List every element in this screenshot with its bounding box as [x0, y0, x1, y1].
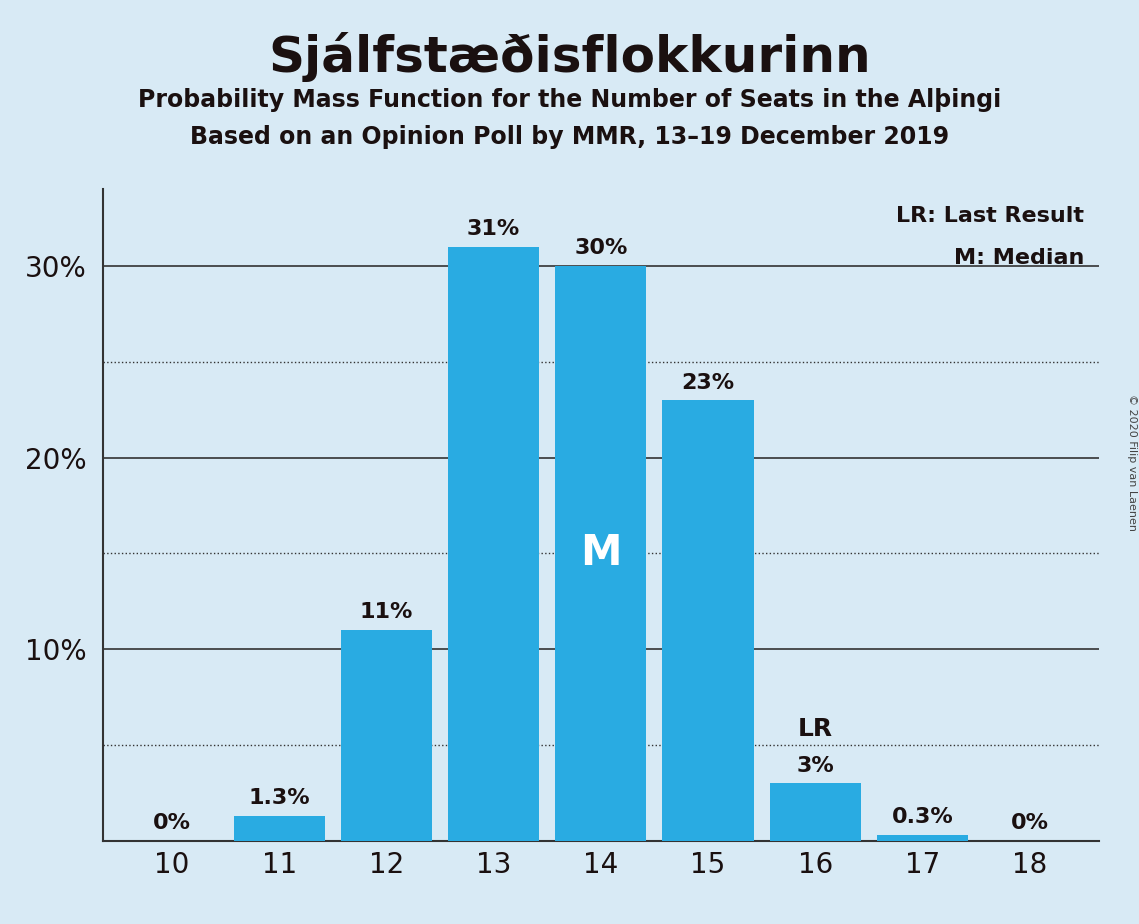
Text: LR: Last Result: LR: Last Result	[896, 206, 1084, 225]
Text: Probability Mass Function for the Number of Seats in the Alþingi: Probability Mass Function for the Number…	[138, 88, 1001, 112]
Text: M: M	[580, 532, 622, 575]
Bar	[341, 630, 432, 841]
Text: LR: LR	[797, 717, 833, 741]
Text: Sjálfstæðisflokkurinn: Sjálfstæðisflokkurinn	[268, 32, 871, 82]
Bar	[770, 784, 861, 841]
Text: Based on an Opinion Poll by MMR, 13–19 December 2019: Based on an Opinion Poll by MMR, 13–19 D…	[190, 125, 949, 149]
Bar	[663, 400, 754, 841]
Text: 1.3%: 1.3%	[248, 788, 310, 808]
Text: 30%: 30%	[574, 238, 628, 259]
Text: 23%: 23%	[681, 372, 735, 393]
Text: 0%: 0%	[153, 813, 191, 833]
Text: 31%: 31%	[467, 219, 521, 239]
Text: 0%: 0%	[1010, 813, 1049, 833]
Bar	[233, 816, 325, 841]
Text: 3%: 3%	[796, 756, 834, 776]
Bar	[877, 835, 968, 841]
Text: M: Median: M: Median	[953, 248, 1084, 268]
Bar	[448, 247, 539, 841]
Text: 0.3%: 0.3%	[892, 808, 953, 827]
Text: © 2020 Filip van Laenen: © 2020 Filip van Laenen	[1126, 394, 1137, 530]
Bar	[556, 266, 646, 841]
Text: 11%: 11%	[360, 602, 413, 623]
